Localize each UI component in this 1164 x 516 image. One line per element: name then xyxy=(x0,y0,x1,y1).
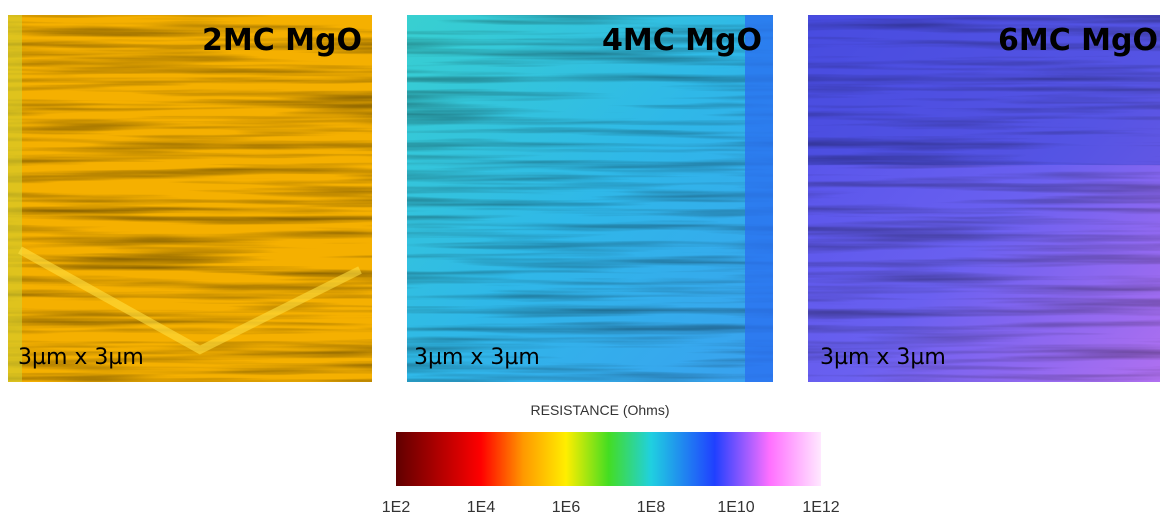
colorbar-tick-label: 1E10 xyxy=(717,499,754,516)
panel-scale: 3µm x 3µm xyxy=(18,345,144,370)
panel-title: 6MC MgO xyxy=(998,23,1158,58)
colorbar-tick-label: 1E12 xyxy=(802,499,839,516)
panel-scale: 3µm x 3µm xyxy=(414,345,540,370)
map-texture xyxy=(407,15,773,382)
colorbar-tick-label: 1E6 xyxy=(552,499,581,516)
panel-title: 2MC MgO xyxy=(202,23,362,58)
panel-scale: 3µm x 3µm xyxy=(820,345,946,370)
colorbar: RESISTANCE (Ohms) 1E2 1E4 1E6 1E8 1E10 1E12 xyxy=(382,402,840,516)
map-edge xyxy=(745,15,773,382)
panel-title: 4MC MgO xyxy=(602,23,762,58)
panel-1: 2MC MgO 3µm x 3µm xyxy=(8,15,372,382)
colorbar-title: RESISTANCE (Ohms) xyxy=(531,402,670,418)
colorbar-tick-label: 1E2 xyxy=(382,499,411,516)
map-feature xyxy=(18,246,362,355)
map-texture xyxy=(808,15,1160,382)
panel-2: 4MC MgO 3µm x 3µm xyxy=(407,15,773,382)
colorbar-tick-label: 1E4 xyxy=(467,499,496,516)
map-texture xyxy=(8,15,372,382)
map-edge xyxy=(8,15,22,382)
colorbar-gradient xyxy=(396,432,821,486)
colorbar-tick-label: 1E8 xyxy=(637,499,666,516)
panel-3: 6MC MgO 3µm x 3µm xyxy=(808,15,1160,382)
